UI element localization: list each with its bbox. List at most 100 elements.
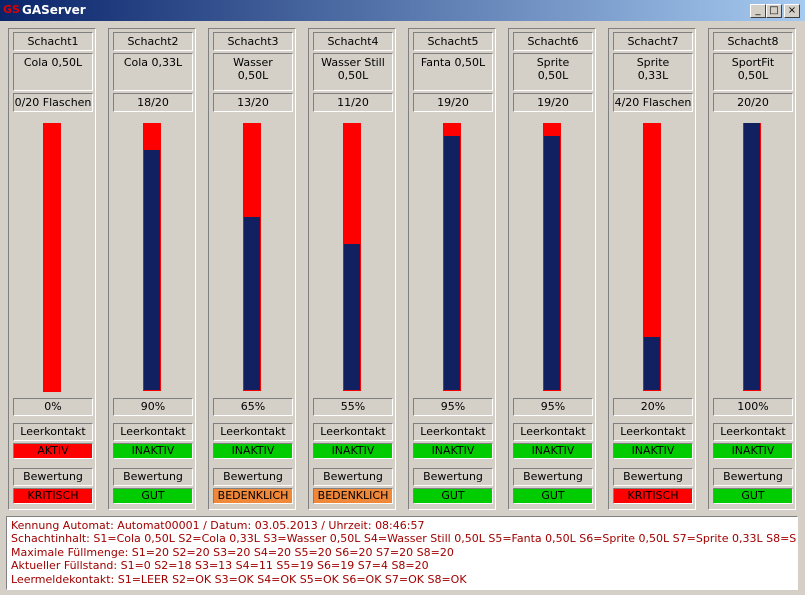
app-icon: GS <box>3 3 20 16</box>
shaft-name: Schacht8 <box>713 32 793 51</box>
rating-label: Bewertung <box>13 468 93 486</box>
fill-bar-full <box>743 123 761 391</box>
bottle-count: 19/20 Flaschen <box>513 93 593 112</box>
fill-bar-full <box>243 216 261 391</box>
minimize-button[interactable]: _ <box>750 4 766 18</box>
fill-bar-full <box>143 149 161 391</box>
bottle-count: 4/20 Flaschen <box>613 93 693 112</box>
bottle-count: 20/20 Flaschen <box>713 93 793 112</box>
contact-status: INAKTIV <box>413 443 493 459</box>
fill-percent: 20% <box>613 398 693 416</box>
rating-status: GUT <box>113 488 193 504</box>
fill-percent: 65% <box>213 398 293 416</box>
shaft-name: Schacht4 <box>313 32 393 51</box>
contact-label: Leerkontakt <box>113 423 193 441</box>
product-name: Cola 0,33L <box>113 53 193 91</box>
contact-status: AKTIV <box>13 443 93 459</box>
contact-label: Leerkontakt <box>513 423 593 441</box>
contact-label: Leerkontakt <box>13 423 93 441</box>
contact-status: INAKTIV <box>113 443 193 459</box>
log-line: Leermeldekontakt: S1=LEER S2=OK S3=OK S4… <box>11 572 467 586</box>
shaft-name: Schacht1 <box>13 32 93 51</box>
fill-bar-empty <box>343 123 361 244</box>
shaft-panel: Schacht4 Wasser Still 0,50L 11/20 Flaschen… <box>308 28 396 510</box>
product-name: Sprite 0,50L <box>513 53 593 91</box>
maximize-button[interactable]: □ <box>766 4 782 18</box>
product-name: Wasser 0,50L <box>213 53 293 91</box>
fill-bar-empty <box>543 123 561 137</box>
rating-label: Bewertung <box>613 468 693 486</box>
bottle-count: 11/20 Flaschen <box>313 93 393 112</box>
fill-percent: 95% <box>513 398 593 416</box>
shaft-panel: Schacht1 Cola 0,50L 0/20 Flaschen 0% Leerkon… <box>8 28 96 510</box>
fill-bar-full <box>443 136 461 391</box>
bottle-count: 19/20 Flaschen <box>413 93 493 112</box>
contact-status: INAKTIV <box>213 443 293 459</box>
fill-percent: 90% <box>113 398 193 416</box>
contact-status: INAKTIV <box>513 443 593 459</box>
fill-bar-full <box>543 136 561 391</box>
fill-percent: 95% <box>413 398 493 416</box>
window-title: GAServer <box>22 3 86 17</box>
fill-bar-empty <box>43 123 61 391</box>
fill-percent: 0% <box>13 398 93 416</box>
product-name: Wasser Still 0,50L <box>313 53 393 91</box>
rating-label: Bewertung <box>213 468 293 486</box>
close-button[interactable]: × <box>784 4 800 18</box>
fill-bar-full <box>343 243 361 391</box>
fill-bar-empty <box>443 123 461 137</box>
product-name: SportFit 0,50L <box>713 53 793 91</box>
rating-status: GUT <box>413 488 493 504</box>
rating-status: BEDENKLICH <box>313 488 393 504</box>
rating-label: Bewertung <box>313 468 393 486</box>
log-area: Kennung Automat: Automat00001 / Datum: 0… <box>6 516 798 590</box>
shaft-name: Schacht3 <box>213 32 293 51</box>
shaft-panel: Schacht7 Sprite 0,33L 4/20 Flaschen 20% Leer… <box>608 28 696 510</box>
title-bar: GS GAServer _ □ × <box>0 0 805 21</box>
shaft-name: Schacht7 <box>613 32 693 51</box>
fill-bar-full <box>643 337 661 391</box>
product-name: Sprite 0,33L <box>613 53 693 91</box>
bottle-count: 18/20 Flaschen <box>113 93 193 112</box>
rating-label: Bewertung <box>513 468 593 486</box>
contact-label: Leerkontakt <box>413 423 493 441</box>
product-name: Fanta 0,50L <box>413 53 493 91</box>
shaft-panel: Schacht2 Cola 0,33L 18/20 Flaschen 90% Leerk… <box>108 28 196 510</box>
rating-status: KRITISCH <box>13 488 93 504</box>
shaft-name: Schacht6 <box>513 32 593 51</box>
fill-bar-empty <box>643 123 661 338</box>
log-line: Schachtinhalt: S1=Cola 0,50L S2=Cola 0,3… <box>11 532 798 546</box>
fill-percent: 100% <box>713 398 793 416</box>
rating-status: BEDENKLICH <box>213 488 293 504</box>
rating-status: KRITISCH <box>613 488 693 504</box>
rating-status: GUT <box>513 488 593 504</box>
log-line: Maximale Füllmenge: S1=20 S2=20 S3=20 S4… <box>11 545 454 559</box>
contact-label: Leerkontakt <box>213 423 293 441</box>
shaft-panel: Schacht8 SportFit 0,50L 20/20 Flaschen 100%… <box>708 28 796 510</box>
shaft-name: Schacht2 <box>113 32 193 51</box>
shaft-panel: Schacht5 Fanta 0,50L 19/20 Flaschen 95% Leer… <box>408 28 496 510</box>
contact-label: Leerkontakt <box>713 423 793 441</box>
rating-label: Bewertung <box>713 468 793 486</box>
fill-bar-empty <box>243 123 261 217</box>
rating-label: Bewertung <box>113 468 193 486</box>
fill-percent: 55% <box>313 398 393 416</box>
contact-status: INAKTIV <box>313 443 393 459</box>
shaft-name: Schacht5 <box>413 32 493 51</box>
fill-bar-full <box>43 391 61 392</box>
shaft-panel: Schacht3 Wasser 0,50L 13/20 Flaschen 65% Lee… <box>208 28 296 510</box>
fill-bar-empty <box>143 123 161 150</box>
shaft-panel: Schacht6 Sprite 0,50L 19/20 Flaschen 95% Lee… <box>508 28 596 510</box>
product-name: Cola 0,50L <box>13 53 93 91</box>
log-line: Aktueller Füllstand: S1=0 S2=18 S3=13 S4… <box>11 559 429 573</box>
bottle-count: 13/20 Flaschen <box>213 93 293 112</box>
rating-status: GUT <box>713 488 793 504</box>
contact-label: Leerkontakt <box>613 423 693 441</box>
contact-status: INAKTIV <box>713 443 793 459</box>
bottle-count: 0/20 Flaschen <box>13 93 93 112</box>
contact-label: Leerkontakt <box>313 423 393 441</box>
rating-label: Bewertung <box>413 468 493 486</box>
log-line: Kennung Automat: Automat00001 / Datum: 0… <box>11 519 425 532</box>
contact-status: INAKTIV <box>613 443 693 459</box>
